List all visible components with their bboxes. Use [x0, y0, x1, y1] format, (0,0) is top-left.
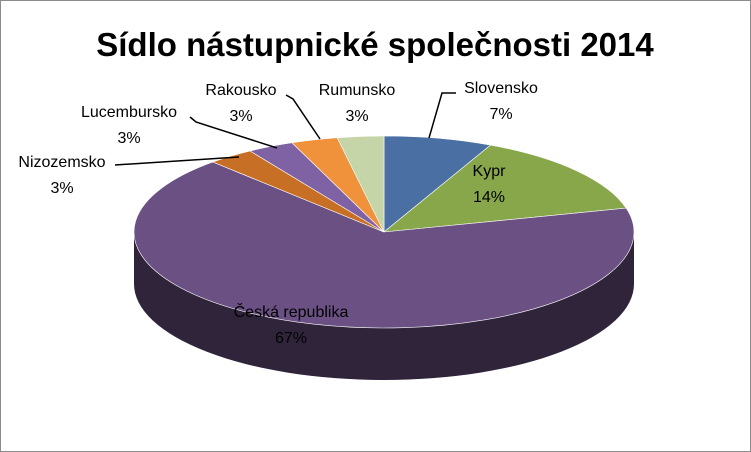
slice-percent-2: 67%	[275, 330, 307, 347]
slice-label-2: Česká republika	[234, 302, 349, 321]
slice-label-3: Nizozemsko	[18, 154, 105, 171]
slice-percent-1: 14%	[473, 189, 505, 206]
slice-percent-0: 7%	[489, 106, 512, 123]
slice-label-6: Rumunsko	[319, 82, 396, 99]
slice-percent-5: 3%	[229, 108, 252, 125]
leader-line-0	[428, 92, 456, 139]
chart-title: Sídlo nástupnické společnosti 2014	[96, 26, 654, 63]
slice-label-0: Slovensko	[464, 80, 538, 97]
slice-label-1: Kypr	[473, 163, 507, 180]
slice-label-4: Lucembursko	[81, 104, 177, 121]
slice-label-5: Rakousko	[205, 82, 276, 99]
pie-slice-0	[383, 135, 492, 233]
pie-slice-6	[336, 135, 385, 233]
leader-line-5	[285, 94, 321, 140]
pie-slice-2	[133, 161, 635, 329]
pie-slice-1	[383, 144, 627, 233]
slice-percent-3: 3%	[50, 180, 73, 197]
leader-line-3	[114, 156, 240, 166]
slice-percent-4: 3%	[117, 130, 140, 147]
leader-line-4	[189, 116, 278, 149]
pie-side-2	[134, 232, 634, 380]
slice-percent-6: 3%	[345, 108, 368, 125]
